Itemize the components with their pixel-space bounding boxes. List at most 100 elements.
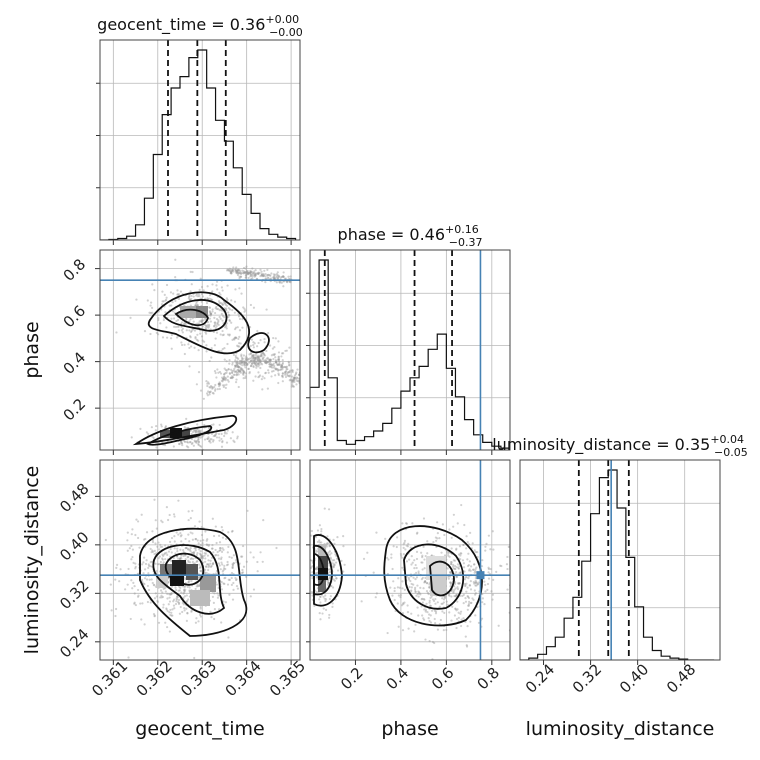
sample-point <box>176 289 179 292</box>
sample-point <box>219 546 222 550</box>
sample-point <box>149 547 152 551</box>
sample-point <box>246 271 249 274</box>
sample-point <box>211 517 214 520</box>
sample-point <box>245 560 248 563</box>
sample-point <box>208 323 211 326</box>
sample-point <box>187 518 190 522</box>
sample-point <box>292 385 295 388</box>
sample-point <box>249 269 252 272</box>
sample-point <box>425 582 428 585</box>
sample-point <box>137 572 140 575</box>
sample-point <box>234 365 237 369</box>
sample-point <box>188 548 191 551</box>
sample-point <box>242 272 245 275</box>
sample-point <box>175 555 179 558</box>
sample-point <box>304 372 306 374</box>
sample-point <box>202 289 205 292</box>
sample-point <box>456 587 460 591</box>
sample-point <box>223 378 226 381</box>
sample-point <box>159 589 163 592</box>
sample-point <box>406 545 409 548</box>
sample-point <box>176 293 179 296</box>
sample-point <box>434 610 438 613</box>
sample-point <box>459 554 462 557</box>
sample-point <box>245 265 248 268</box>
sample-point <box>454 567 457 571</box>
sample-point <box>195 560 198 563</box>
sample-point <box>421 561 424 564</box>
sample-point <box>177 557 180 560</box>
sample-point <box>185 546 188 550</box>
sample-point <box>179 605 182 609</box>
sample-point <box>212 561 215 565</box>
sample-point <box>462 562 465 565</box>
sample-point <box>423 598 426 601</box>
sample-point <box>264 281 267 284</box>
sample-point <box>217 319 220 322</box>
sample-point <box>166 609 169 613</box>
sample-point <box>274 368 278 371</box>
sample-point <box>248 370 251 374</box>
sample-point <box>246 270 249 273</box>
panel-frame <box>99 459 301 661</box>
sample-point <box>454 595 457 598</box>
sample-point <box>238 366 241 369</box>
sample-point <box>224 377 227 380</box>
sample-point <box>333 542 336 546</box>
sample-point <box>287 374 290 378</box>
sample-point <box>183 440 186 443</box>
sample-point <box>211 563 215 566</box>
sample-point <box>134 562 137 565</box>
sample-point <box>208 325 211 328</box>
sample-point <box>208 294 212 297</box>
sample-point <box>237 369 241 373</box>
sample-point <box>184 585 187 588</box>
sample-point <box>193 656 196 660</box>
sample-point <box>231 268 234 271</box>
sample-point <box>168 600 172 603</box>
sample-point <box>240 353 243 356</box>
sample-point <box>445 600 448 603</box>
sample-point <box>470 601 473 604</box>
sample-point <box>510 575 512 577</box>
sample-point <box>321 612 324 615</box>
sample-point <box>190 610 193 613</box>
sample-point <box>217 300 221 303</box>
sample-point <box>475 581 478 584</box>
sample-point <box>197 293 200 296</box>
sample-point <box>270 277 273 280</box>
sample-point <box>419 586 422 589</box>
sample-point <box>268 363 271 366</box>
sample-point <box>202 397 205 400</box>
sample-point <box>264 371 267 374</box>
sample-point <box>128 547 131 550</box>
sample-point <box>249 270 253 274</box>
sample-point <box>225 297 228 300</box>
sample-point <box>249 360 252 363</box>
sample-point <box>441 610 444 613</box>
sample-point <box>293 376 296 379</box>
sample-point <box>264 360 267 363</box>
sample-point <box>192 551 195 554</box>
sample-point <box>227 368 230 371</box>
sample-point <box>190 442 193 446</box>
sample-point <box>211 386 214 389</box>
sample-point <box>241 372 245 375</box>
sample-point <box>206 297 209 300</box>
sample-point <box>343 563 346 566</box>
sample-point <box>236 269 240 272</box>
sample-point <box>310 590 313 594</box>
sample-point <box>466 594 469 598</box>
sample-point <box>232 439 235 442</box>
sample-point <box>168 596 171 599</box>
sample-point <box>235 336 238 339</box>
sample-point <box>169 592 172 595</box>
sample-point <box>314 549 318 552</box>
sample-point <box>194 621 198 624</box>
sample-point <box>238 359 242 363</box>
sample-point <box>157 621 161 624</box>
sample-point <box>316 576 319 579</box>
sample-point <box>288 375 291 378</box>
sample-point <box>411 522 414 525</box>
sample-point <box>421 568 424 571</box>
